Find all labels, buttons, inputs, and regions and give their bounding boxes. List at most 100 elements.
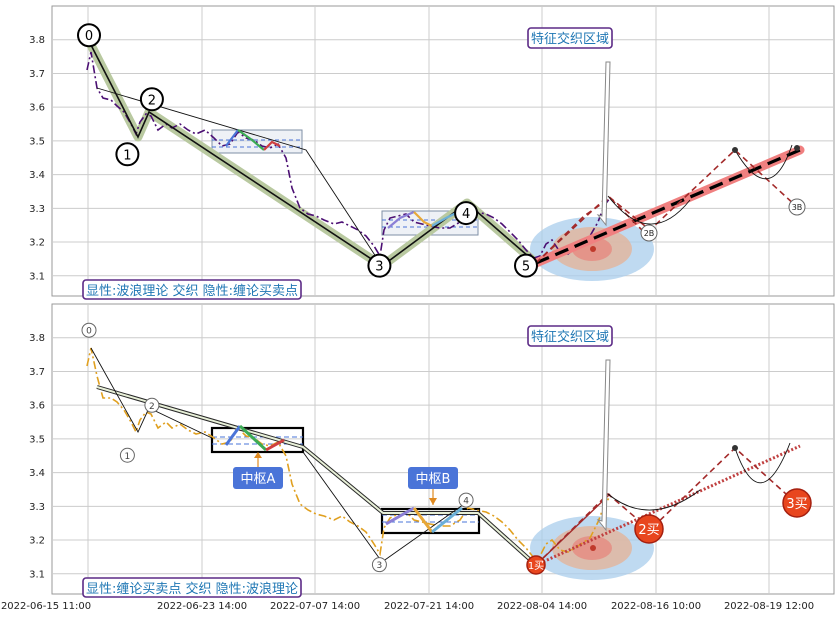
center-label-b-text: 中枢B <box>416 472 451 487</box>
center-a-green <box>238 424 268 452</box>
y-tick-label: 3.4 <box>29 170 45 181</box>
center-box-b <box>380 507 481 535</box>
y-tick-label: 3.1 <box>29 271 45 282</box>
wave-label-text: 4 <box>462 207 470 222</box>
buy-point-3: 3买 <box>782 488 812 518</box>
bottom-x-ticks: 2022-06-15 11:00 2022-06-23 14:00 2022-07-… <box>1 601 814 612</box>
center-a-blue <box>224 425 242 446</box>
top-plot-frame <box>51 5 835 297</box>
bottom-plot-frame <box>51 303 835 595</box>
top-pivot-b-orange <box>413 211 433 227</box>
bottom-thin-line <box>90 347 213 439</box>
y-tick-label: 3.8 <box>29 35 45 46</box>
x-tick-label: 2022-06-23 14:00 <box>157 601 247 612</box>
top-grid <box>52 6 834 296</box>
future-point-text: 2B <box>644 229 655 238</box>
wave-label-text: 3 <box>377 561 383 571</box>
wave-label: 3 <box>371 557 387 573</box>
x-tick-label: 2022-07-07 14:00 <box>270 601 360 612</box>
bottom-arc-2 <box>734 442 791 484</box>
center-label-a: 中枢A <box>233 452 283 489</box>
top-future-peak <box>732 147 738 153</box>
x-tick-label: 2022-08-19 12:00 <box>724 601 814 612</box>
center-b-orange <box>412 507 434 533</box>
wave-label: 1 <box>115 142 140 167</box>
y-tick-label: 3.3 <box>29 502 45 513</box>
top-pivot-a-red <box>263 140 281 151</box>
bottom-legend: 显性:缠论买卖点 交织 隐性:波浪理论 <box>82 577 302 598</box>
bottom-annotation-text: 特征交织区域 <box>531 329 609 345</box>
future-point-text: 3B <box>792 203 803 212</box>
x-tick-label: 2022-08-16 10:00 <box>611 601 701 612</box>
top-pivot-b-purple <box>387 210 415 229</box>
future-point-label: 2B <box>640 224 658 242</box>
bottom-future-path-a <box>535 446 797 566</box>
wave-label-text: 2 <box>149 402 155 412</box>
y-tick-label: 3.8 <box>29 333 45 344</box>
top-future-end <box>794 145 800 151</box>
top-feature-zone <box>530 217 654 281</box>
y-tick-label: 3.6 <box>29 401 45 412</box>
wave-label-text: 3 <box>375 260 383 275</box>
bottom-grid <box>52 304 834 594</box>
top-main-line <box>90 44 537 267</box>
bottom-future-path-b <box>535 493 611 566</box>
center-label-b: 中枢B <box>408 467 458 505</box>
top-helper-line <box>96 87 383 267</box>
bottom-y-ticks: 3.8 3.7 3.6 3.5 3.4 3.3 3.2 3.1 <box>29 333 45 580</box>
center-label-a-text: 中枢A <box>241 472 276 487</box>
y-tick-label: 3.7 <box>29 367 45 378</box>
bottom-panel: 3.8 3.7 3.6 3.5 3.4 3.3 3.2 3.1 2022-06-15 11:0… <box>1 303 835 612</box>
top-pivot-b-cyan <box>431 211 459 227</box>
bottom-price-line <box>86 347 611 559</box>
top-forecast-dashed <box>535 148 801 265</box>
top-legend-text: 显性:波浪理论 交织 隐性:缠论买卖点 <box>86 283 298 299</box>
center-box-a <box>210 426 305 454</box>
top-pivot-a-green <box>237 129 265 151</box>
y-tick-label: 3.5 <box>29 136 45 147</box>
top-arrow <box>596 61 611 227</box>
y-tick-label: 3.1 <box>29 569 45 580</box>
buy-point-1-text: 1买 <box>528 560 544 572</box>
y-tick-label: 3.2 <box>29 536 45 547</box>
y-tick-label: 3.3 <box>29 204 45 215</box>
top-price-line <box>86 51 611 259</box>
bottom-stroke-fill <box>96 386 537 566</box>
y-tick-label: 3.2 <box>29 238 45 249</box>
center-b-purple <box>385 506 415 526</box>
bottom-arrow <box>596 359 611 532</box>
wave-label-text: 0 <box>85 29 93 44</box>
top-pivot-a-segments <box>225 129 239 147</box>
bottom-stroke-outline <box>96 385 538 567</box>
wave-label: 0 <box>77 23 102 48</box>
top-panel: 3.8 3.7 3.6 3.5 3.4 3.3 3.2 3.1 <box>29 5 835 300</box>
wave-label: 5 <box>514 253 538 278</box>
bottom-legend-text: 显性:缠论买卖点 交织 隐性:波浪理论 <box>86 581 298 597</box>
y-tick-label: 3.6 <box>29 103 45 114</box>
wave-label: 4 <box>458 492 474 508</box>
y-tick-label: 3.5 <box>29 434 45 445</box>
wave-label-text: 0 <box>86 327 92 337</box>
top-annotation-text: 特征交织区域 <box>531 31 609 47</box>
top-y-ticks: 3.8 3.7 3.6 3.5 3.4 3.3 3.2 3.1 <box>29 35 45 282</box>
wave-label-text: 1 <box>123 148 131 163</box>
wave-label: 4 <box>454 201 479 226</box>
wave-label: 3 <box>367 253 392 278</box>
top-annotation: 特征交织区域 <box>527 27 613 49</box>
x-tick-label: 2022-07-21 14:00 <box>384 601 474 612</box>
wave-label-text: 1 <box>125 452 131 462</box>
wave-label-text: 5 <box>522 260 530 275</box>
buy-point-1: 1买 <box>526 555 546 575</box>
wave-label-text: 4 <box>463 497 469 507</box>
bottom-future-peak <box>732 445 738 451</box>
bottom-feature-zone <box>530 516 654 580</box>
top-arc-1 <box>607 195 691 225</box>
buy-point-2-text: 2买 <box>638 523 659 538</box>
wave-label-text: 2 <box>148 93 156 108</box>
top-wave-labels: 0 1 2 3 4 5 2B 3B <box>77 23 806 278</box>
buy-point-3-text: 3买 <box>786 497 807 512</box>
bottom-wave-labels: 0 1 2 3 4 <box>81 322 474 573</box>
wave-label: 2 <box>144 397 160 413</box>
wave-label: 2 <box>139 87 164 112</box>
